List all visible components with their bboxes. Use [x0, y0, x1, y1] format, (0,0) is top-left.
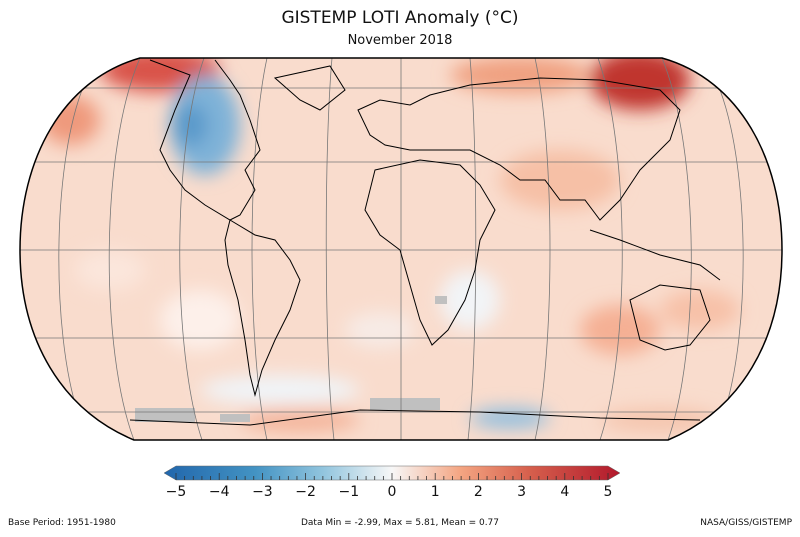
colorbar-tick-label: 1 [430, 484, 440, 500]
map-border [19, 57, 783, 441]
colorbar-tick-label: −2 [295, 484, 316, 500]
base-period-label: Base Period: 1951-1980 [8, 518, 116, 528]
no-data-regions [135, 296, 447, 422]
credit-label: NASA/GISS/GISTEMP [700, 518, 792, 528]
colorbar-tick-label: 3 [517, 484, 527, 500]
colorbar-tick-label: −1 [338, 484, 360, 500]
colorbar [163, 465, 621, 481]
colorbar-tick-label: −3 [252, 484, 273, 500]
map-subtitle: November 2018 [347, 33, 453, 48]
coastlines [129, 59, 721, 426]
map-title: GISTEMP LOTI Anomaly (°C) [281, 8, 519, 28]
colorbar-tick-label: −5 [165, 484, 187, 500]
colorbar-tick-label: 4 [560, 484, 570, 500]
colorbar-tick-label: 5 [603, 484, 613, 500]
colorbar-tick-label: 0 [387, 484, 397, 500]
data-stats-label: Data Min = -2.99, Max = 5.81, Mean = 0.7… [300, 518, 500, 528]
colorbar-tick-label: 2 [473, 484, 483, 500]
colorbar-tick-label: −4 [208, 484, 230, 500]
anomaly-field [20, 58, 782, 440]
